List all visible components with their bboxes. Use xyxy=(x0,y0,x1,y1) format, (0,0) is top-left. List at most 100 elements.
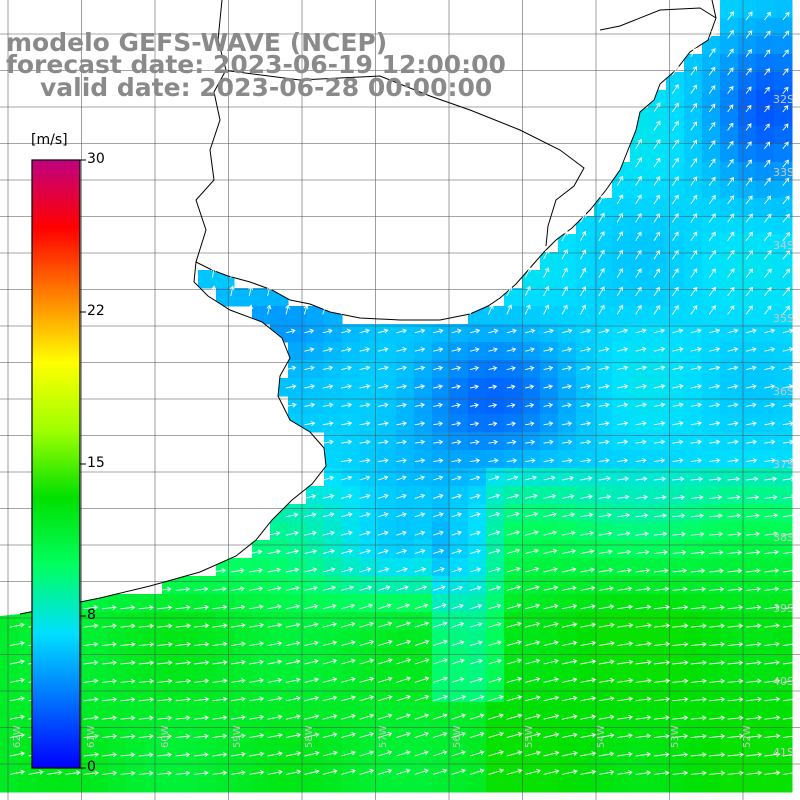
wind-arrow xyxy=(782,141,789,150)
wind-arrow xyxy=(543,458,555,464)
wind-arrow xyxy=(580,677,597,683)
wind-arrow xyxy=(745,328,757,334)
wind-arrow xyxy=(745,141,752,150)
wind-arrow xyxy=(157,678,173,684)
wind-arrow xyxy=(653,250,660,260)
wind-arrow xyxy=(727,439,739,445)
wind-arrow xyxy=(709,641,726,647)
wind-arrow xyxy=(690,641,707,647)
wind-arrow xyxy=(525,384,535,390)
wind-arrow xyxy=(377,621,393,628)
wind-arrow xyxy=(506,695,523,702)
wind-arrow xyxy=(672,231,679,242)
wind-arrow xyxy=(138,586,154,592)
wind-arrow xyxy=(414,567,427,573)
wind-arrow xyxy=(782,659,799,665)
wind-arrow xyxy=(616,212,624,223)
wind-arrow xyxy=(322,732,338,739)
wind-arrow xyxy=(285,622,301,628)
wind-arrow xyxy=(745,641,762,647)
wind-arrow xyxy=(396,512,407,518)
wind-arrow xyxy=(580,695,597,702)
wind-arrow xyxy=(46,770,63,776)
wind-arrow xyxy=(672,268,679,278)
wind-arrow xyxy=(396,621,411,628)
wind-arrow xyxy=(396,328,408,334)
wind-arrow xyxy=(101,715,118,721)
wind-arrow xyxy=(414,713,430,720)
wind-arrow xyxy=(543,530,558,536)
wind-arrow xyxy=(506,731,523,739)
wind-arrow xyxy=(543,621,559,628)
wind-arrow xyxy=(635,604,652,610)
wind-arrow xyxy=(690,328,702,334)
wind-arrow xyxy=(193,678,210,684)
wind-arrow xyxy=(782,346,794,352)
wind-arrow xyxy=(709,531,724,537)
wind-arrow xyxy=(377,365,389,371)
wind-arrow xyxy=(9,677,25,683)
wind-arrow xyxy=(469,622,483,628)
wind-arrow xyxy=(377,421,389,427)
wind-arrow xyxy=(580,439,592,445)
wind-arrow xyxy=(690,568,706,574)
wind-arrow xyxy=(83,660,99,666)
wind-arrow xyxy=(745,249,754,260)
wind-arrow xyxy=(764,347,776,352)
wind-arrow xyxy=(120,605,136,611)
wind-arrow xyxy=(672,568,688,574)
wind-arrow xyxy=(506,566,521,573)
wind-arrow xyxy=(709,494,723,500)
wind-arrow xyxy=(396,548,408,555)
wind-arrow xyxy=(764,421,776,427)
wind-arrow xyxy=(138,660,155,666)
wind-arrow xyxy=(580,384,591,390)
wind-arrow xyxy=(598,304,605,315)
wind-arrow xyxy=(469,585,482,591)
wind-arrow xyxy=(782,586,798,592)
wind-arrow xyxy=(396,365,408,371)
wind-arrow xyxy=(469,328,481,334)
wind-arrow xyxy=(377,639,393,647)
wind-arrow xyxy=(690,660,707,666)
wind-arrow xyxy=(469,530,481,536)
wind-arrow xyxy=(525,347,535,353)
title-forecast-date: forecast date: 2023-06-19 12:00:00 xyxy=(6,50,506,79)
wind-arrow xyxy=(469,402,479,408)
wind-arrow xyxy=(653,568,669,574)
wind-arrow xyxy=(525,439,536,445)
wind-arrow xyxy=(525,695,541,702)
wind-arrow xyxy=(414,458,426,464)
wind-arrow xyxy=(322,585,337,591)
wind-arrow xyxy=(598,286,605,297)
wind-arrow xyxy=(341,621,356,628)
wind-arrow xyxy=(157,605,173,611)
wind-arrow xyxy=(359,731,375,739)
wind-arrow xyxy=(433,493,444,499)
wind-arrow xyxy=(598,194,605,205)
wind-arrow xyxy=(451,328,462,334)
wind-arrow xyxy=(414,475,425,481)
wind-arrow xyxy=(598,769,615,775)
wind-arrow xyxy=(9,732,26,739)
wind-arrow xyxy=(451,421,462,427)
wind-arrow xyxy=(708,66,716,76)
wind-arrow xyxy=(488,548,501,555)
wind-arrow xyxy=(690,383,703,389)
wind-arrow xyxy=(396,713,411,720)
wind-arrow xyxy=(451,567,463,573)
wind-arrow xyxy=(377,439,389,445)
wind-arrow xyxy=(543,365,554,371)
wind-arrow xyxy=(469,458,481,464)
lon-label: 55W xyxy=(524,725,535,748)
wind-arrow xyxy=(211,285,217,297)
wind-arrow xyxy=(745,752,763,758)
wind-arrow xyxy=(322,402,334,408)
wind-arrow xyxy=(341,732,356,739)
wind-arrow xyxy=(359,475,371,481)
wind-arrow xyxy=(782,384,794,390)
wind-arrow xyxy=(396,567,408,573)
wind-arrow xyxy=(561,640,578,647)
wind-arrow xyxy=(617,476,630,482)
wind-arrow xyxy=(635,659,652,665)
